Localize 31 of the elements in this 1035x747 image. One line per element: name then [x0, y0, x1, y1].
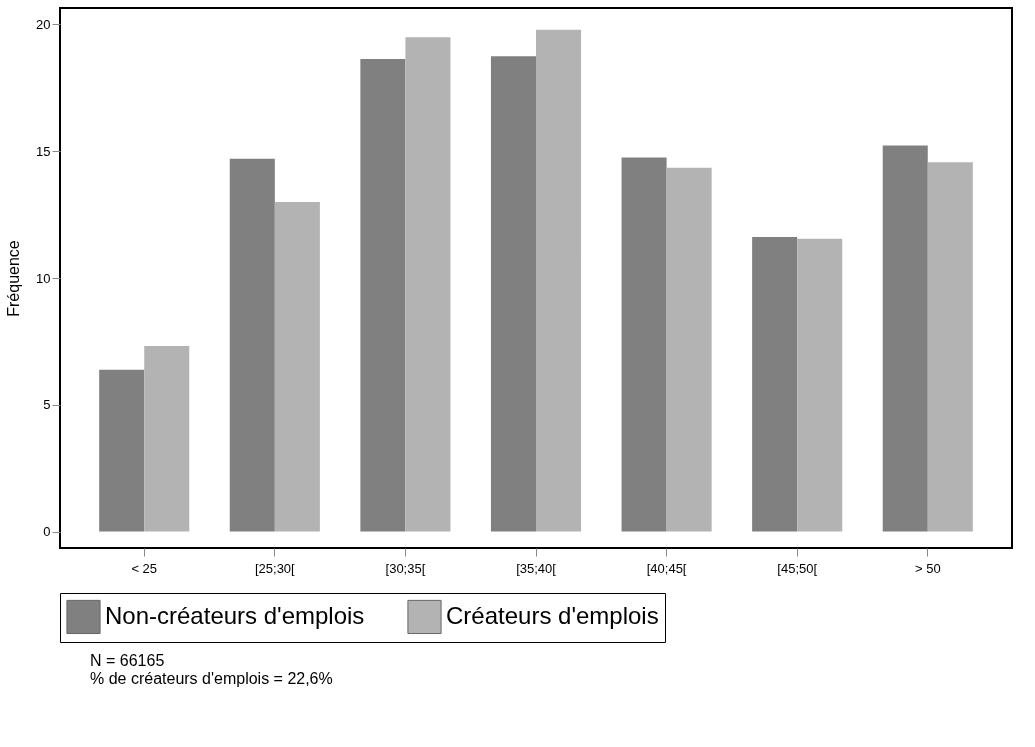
y-tick-label: 5 [43, 397, 51, 413]
bar [536, 29, 582, 532]
text: N = 66165 [90, 651, 165, 669]
text: % de créateurs d'emplois = 22,6% [90, 669, 333, 687]
y-tick-label: 15 [36, 143, 51, 159]
x-tick-label: [25;30[ [254, 560, 296, 576]
x-tick-label: < 25 [131, 560, 158, 576]
bar [797, 238, 843, 532]
legend-label: Non-créateurs d'emplois [105, 601, 365, 629]
bar [405, 37, 451, 532]
bar [882, 145, 928, 532]
bar [666, 167, 712, 532]
x-tick-label: [40;45[ [646, 560, 687, 576]
y-tick-label: 0 [43, 524, 51, 540]
legend-label: Créateurs d'emplois [446, 601, 659, 629]
bar [229, 158, 275, 532]
x-tick-label: > 50 [914, 560, 941, 576]
x-tick-label: [30;35[ [385, 560, 426, 576]
bar [99, 369, 145, 532]
bar [274, 201, 320, 532]
y-tick-label: 10 [36, 270, 51, 286]
bar [360, 58, 406, 532]
y-axis-title: Fréquence [5, 240, 23, 317]
y-tick-label: 20 [36, 16, 51, 32]
x-tick-label: [45;50[ [777, 560, 818, 576]
bar [752, 236, 798, 532]
bar [927, 162, 973, 532]
bar [621, 157, 667, 532]
x-tick-label: [35;40[ [516, 560, 557, 576]
bar [144, 345, 190, 532]
bar [490, 56, 536, 532]
